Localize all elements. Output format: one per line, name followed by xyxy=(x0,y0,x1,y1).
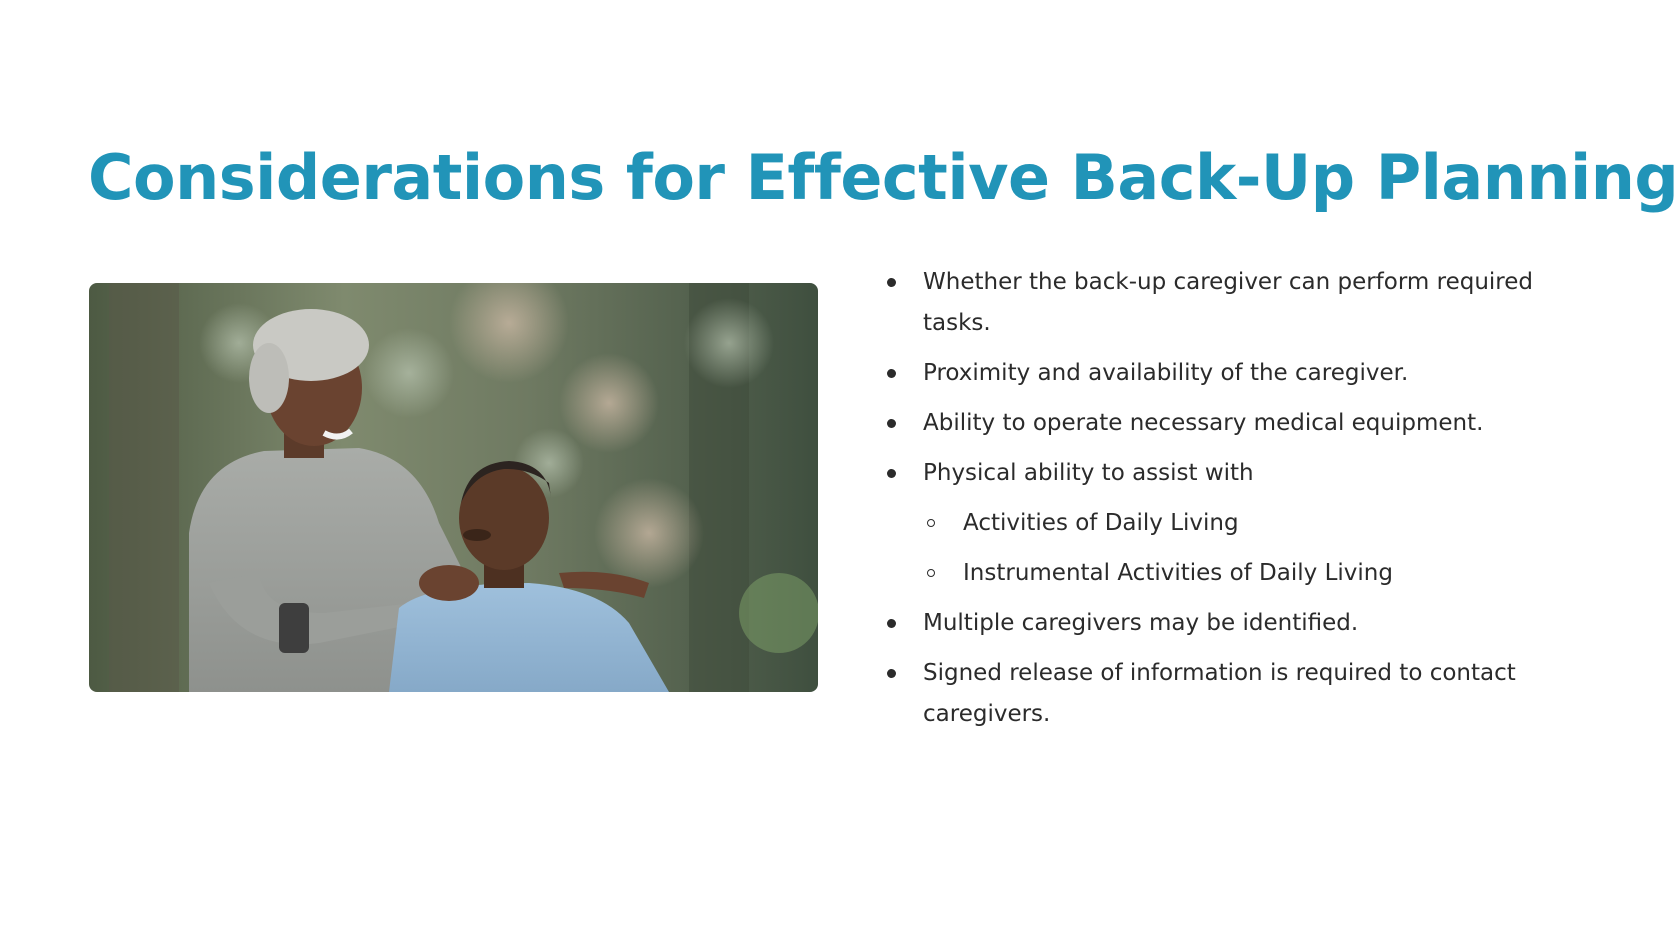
list-item-text: Activities of Daily Living xyxy=(963,510,1239,536)
list-item-text: Ability to operate necessary medical equ… xyxy=(923,410,1484,436)
list-item: Physical ability to assist with xyxy=(885,453,1605,494)
bullet-icon xyxy=(887,619,896,628)
list-item-text: Whether the back-up caregiver can perfor… xyxy=(923,269,1533,336)
list-item-text: Physical ability to assist with xyxy=(923,460,1254,486)
slide-title: Considerations for Effective Back-Up Pla… xyxy=(88,141,1679,214)
list-item-text: Proximity and availability of the caregi… xyxy=(923,360,1409,386)
bullet-icon xyxy=(887,278,896,287)
bullet-icon xyxy=(887,419,896,428)
considerations-list: Whether the back-up caregiver can perfor… xyxy=(885,262,1605,744)
list-item-text: Instrumental Activities of Daily Living xyxy=(963,560,1393,586)
sub-bullet-icon xyxy=(927,519,935,527)
list-item: Ability to operate necessary medical equ… xyxy=(885,403,1605,444)
sub-list-item: Instrumental Activities of Daily Living xyxy=(885,553,1605,594)
bullet-icon xyxy=(887,369,896,378)
list-item: Proximity and availability of the caregi… xyxy=(885,353,1605,394)
list-item: Whether the back-up caregiver can perfor… xyxy=(885,262,1605,344)
list-item: Signed release of information is require… xyxy=(885,653,1605,735)
sub-list-item: Activities of Daily Living xyxy=(885,503,1605,544)
bullet-icon xyxy=(887,469,896,478)
sub-bullet-icon xyxy=(927,569,935,577)
list-item-text: Multiple caregivers may be identified. xyxy=(923,610,1359,636)
list-item: Multiple caregivers may be identified. xyxy=(885,603,1605,644)
bullet-icon xyxy=(887,669,896,678)
list-item-text: Signed release of information is require… xyxy=(923,660,1516,727)
caregiver-photo xyxy=(89,283,818,692)
